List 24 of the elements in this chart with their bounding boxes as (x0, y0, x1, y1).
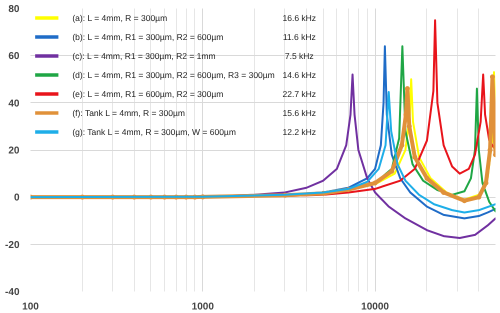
annotation: 14.6 kHz (282, 70, 316, 80)
y-tick-label: 60 (8, 51, 20, 62)
x-tick-label: 1000 (192, 302, 214, 312)
y-tick-label: 40 (8, 98, 20, 110)
legend-label: (c): L = 4mm, R1 = 300µm, R2 = 1mm (72, 51, 216, 62)
legend-label: (e): L = 4mm, R1 = 600µm, R2 = 300µm (72, 89, 224, 100)
y-tick-label: -20 (5, 240, 20, 251)
y-tick-label: 0 (14, 192, 20, 204)
annotation: 15.6 kHz (282, 108, 316, 118)
legend-label: (d): L = 4mm, R1 = 300µm, R2 = 600µm, R3 = 300µm (72, 70, 275, 80)
legend-label: (f): Tank L = 4mm, R = 300µm (72, 108, 185, 118)
x-tick-label: 10000 (361, 302, 390, 312)
legend-label: (a): L = 4mm, R = 300µm (72, 13, 168, 23)
legend-label: (b): L = 4mm, R1 = 300µm, R2 = 600µm (72, 32, 224, 42)
y-tick-label: -40 (5, 287, 20, 298)
annotation: 22.7 kHz (282, 89, 316, 100)
annotation: 12.2 kHz (282, 127, 316, 138)
annotation: 11.6 kHz (282, 32, 316, 42)
y-tick-label: 20 (8, 146, 20, 156)
x-tick-label: 100 (22, 302, 40, 312)
legend-label: (g): Tank L = 4mm, R = 300µm, W = 600µm (72, 127, 236, 138)
annotation: 7.5 kHz (284, 51, 314, 62)
annotation: 16.6 kHz (282, 13, 316, 23)
y-tick-label: 80 (8, 4, 20, 15)
